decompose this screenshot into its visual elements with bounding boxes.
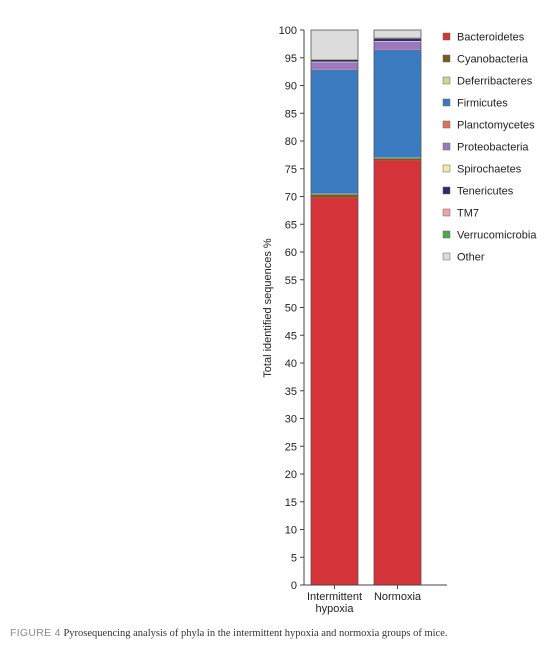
bar-segment-planctomycetes — [311, 69, 358, 70]
bar-segment-bacteroidetes — [311, 197, 358, 586]
bar-segment-tm7 — [374, 37, 421, 39]
legend-swatch — [442, 76, 451, 85]
y-tick-label: 90 — [285, 81, 297, 93]
y-tick-label: 40 — [285, 358, 297, 370]
x-tick-label: Normoxia — [374, 591, 422, 603]
bar-segment-tenericutes — [311, 59, 358, 62]
bar-segment-deferribacteres — [374, 157, 421, 159]
y-tick-label: 95 — [285, 53, 297, 65]
caption-text: Pyrosequencing analysis of phyla in the … — [63, 628, 448, 639]
bar-segment-proteobacteria — [311, 62, 358, 70]
legend-label: Bacteroidetes — [457, 32, 525, 44]
y-tick-label: 75 — [285, 164, 297, 176]
bar-segment-firmicutes — [374, 49, 421, 158]
legend-label: Cyanobacteria — [457, 54, 529, 66]
legend-swatch — [442, 98, 451, 107]
y-tick-label: 80 — [285, 136, 297, 148]
y-tick-label: 30 — [285, 414, 297, 426]
y-tick-label: 50 — [285, 303, 297, 315]
y-tick-label: 10 — [285, 525, 297, 537]
y-tick-label: 0 — [291, 580, 297, 592]
legend-label: TM7 — [457, 208, 479, 220]
y-tick-label: 20 — [285, 469, 297, 481]
bar-segment-verrucomicrobia — [374, 37, 421, 38]
legend: Bacteroidetes Cyanobacteria Deferribactere… — [442, 32, 537, 264]
y-tick-label: 15 — [285, 497, 297, 509]
y-tick-label: 70 — [285, 192, 297, 204]
bar-segment-spirochaetes — [374, 41, 421, 42]
stacked-bar-chart: 0 5 10 15 20 25 30 35 40 45 50 55 60 65 70 75 80 85 90 95 10… — [262, 25, 537, 615]
legend-label: Deferribacteres — [457, 76, 533, 88]
y-tick-label: 5 — [291, 552, 297, 564]
legend-label: Other — [457, 252, 485, 264]
bar-segment-deferribacteres — [311, 193, 358, 195]
x-tick-label: Intermittent — [307, 591, 362, 603]
bars — [310, 29, 422, 586]
legend-swatch — [442, 208, 451, 217]
legend-label: Firmicutes — [457, 98, 508, 110]
legend-label: Verrucomicrobia — [457, 230, 537, 242]
bar-segment-other — [311, 30, 358, 59]
y-tick-label: 65 — [285, 219, 297, 231]
legend-swatch — [442, 252, 451, 261]
legend-label: Spirochaetes — [457, 164, 522, 176]
legend-swatch — [442, 120, 451, 129]
bar-segment-tenericutes — [374, 38, 421, 42]
legend-swatch — [442, 142, 451, 151]
bar-segment-firmicutes — [311, 69, 358, 194]
bar-segment-cyanobacteria — [311, 194, 358, 198]
bar-segment-proteobacteria — [374, 41, 421, 50]
bar-segment-bacteroidetes — [374, 160, 421, 586]
bar-segment-tm7 — [311, 59, 358, 60]
y-tick-label: 45 — [285, 330, 297, 342]
x-tick-label: hypoxia — [316, 603, 355, 615]
y-axis-label: Total identified sequences % — [262, 238, 274, 378]
legend-swatch — [442, 32, 451, 41]
bar-segment-planctomycetes — [374, 49, 421, 50]
y-tick-label: 85 — [285, 108, 297, 120]
y-tick-label: 60 — [285, 247, 297, 259]
y-axis: 0 5 10 15 20 25 30 35 40 45 50 55 60 65 70 75 80 85 90 95 10… — [279, 25, 305, 592]
legend-label: Tenericutes — [457, 186, 514, 198]
bar-segment-other — [374, 30, 421, 38]
bar-segment-spirochaetes — [311, 61, 358, 63]
legend-label: Planctomycetes — [457, 120, 535, 132]
bar-segment-verrucomicrobia — [311, 58, 358, 60]
y-tick-label: 100 — [279, 25, 297, 37]
legend-swatch — [442, 54, 451, 63]
y-tick-label: 25 — [285, 441, 297, 453]
bar-segment-cyanobacteria — [374, 158, 421, 161]
legend-label: Proteobacteria — [457, 142, 529, 154]
y-tick-label: 55 — [285, 275, 297, 287]
legend-swatch — [442, 186, 451, 195]
figure-label: FIGURE 4 — [10, 627, 61, 639]
y-tick-label: 35 — [285, 386, 297, 398]
figure-caption: FIGURE 4 Pyrosequencing analysis of phyl… — [10, 627, 550, 639]
legend-swatch — [442, 230, 451, 239]
legend-swatch — [442, 164, 451, 173]
